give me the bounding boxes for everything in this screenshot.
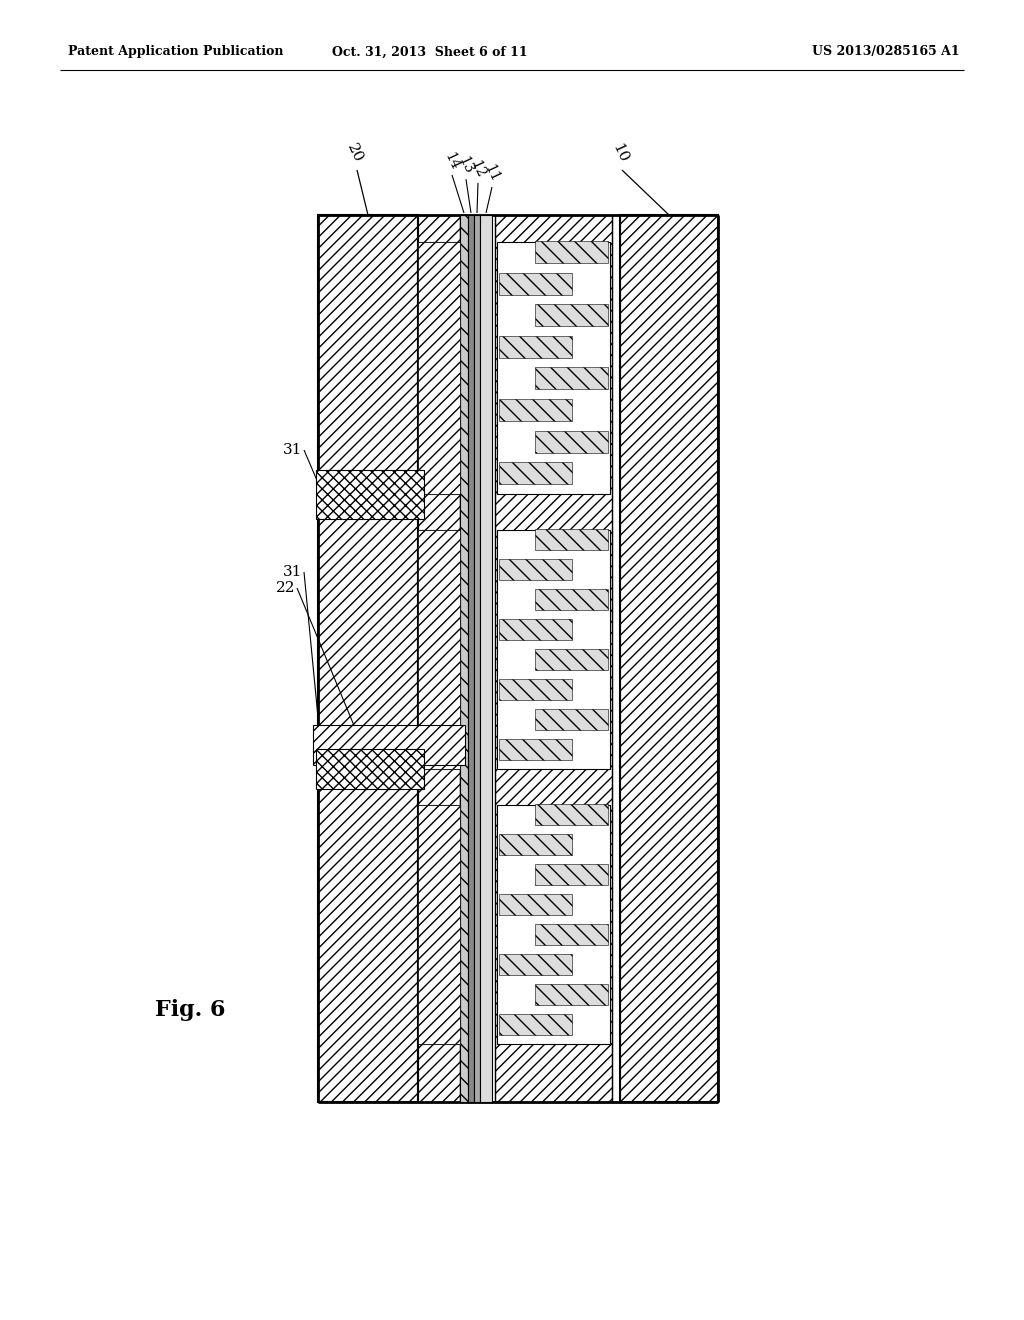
Bar bbox=[535, 709, 608, 730]
Bar bbox=[535, 865, 608, 886]
Bar bbox=[535, 304, 608, 326]
Bar bbox=[535, 430, 608, 453]
Text: 20: 20 bbox=[344, 141, 366, 165]
Bar bbox=[418, 242, 460, 495]
Bar bbox=[418, 242, 460, 495]
Bar bbox=[497, 529, 610, 770]
Bar bbox=[316, 750, 424, 789]
Bar bbox=[313, 725, 465, 766]
Bar bbox=[499, 678, 572, 700]
Bar bbox=[480, 215, 492, 1102]
Bar bbox=[535, 804, 608, 825]
Text: 31: 31 bbox=[283, 444, 302, 457]
Text: 22: 22 bbox=[275, 581, 295, 595]
Bar bbox=[316, 470, 424, 519]
Bar bbox=[418, 529, 460, 770]
Bar bbox=[499, 954, 572, 975]
Bar bbox=[535, 924, 608, 945]
Text: Fig. 6: Fig. 6 bbox=[155, 999, 225, 1020]
Text: Patent Application Publication: Patent Application Publication bbox=[68, 45, 284, 58]
Text: 14: 14 bbox=[442, 150, 462, 172]
Text: Oct. 31, 2013  Sheet 6 of 11: Oct. 31, 2013 Sheet 6 of 11 bbox=[332, 45, 527, 58]
Text: 12: 12 bbox=[468, 158, 488, 180]
Bar bbox=[499, 619, 572, 640]
Bar bbox=[499, 335, 572, 358]
Text: 10: 10 bbox=[609, 141, 631, 165]
Bar bbox=[497, 242, 610, 495]
Bar bbox=[418, 805, 460, 1044]
Bar bbox=[495, 215, 612, 1102]
Bar bbox=[474, 215, 480, 1102]
Bar bbox=[535, 367, 608, 389]
Bar bbox=[499, 1014, 572, 1035]
Bar bbox=[418, 215, 460, 1102]
Bar bbox=[460, 215, 468, 1102]
Bar bbox=[499, 894, 572, 915]
Bar bbox=[620, 215, 718, 1102]
Bar bbox=[318, 215, 418, 1102]
Bar bbox=[499, 834, 572, 855]
Text: US 2013/0285165 A1: US 2013/0285165 A1 bbox=[812, 45, 961, 58]
Bar bbox=[499, 739, 572, 760]
Text: 11: 11 bbox=[482, 162, 502, 183]
Bar bbox=[499, 560, 572, 581]
Text: 31: 31 bbox=[283, 565, 302, 579]
Bar bbox=[499, 462, 572, 484]
Bar bbox=[535, 242, 608, 263]
Bar bbox=[418, 215, 620, 1102]
Bar bbox=[499, 399, 572, 421]
Bar bbox=[418, 805, 460, 1044]
Bar bbox=[418, 529, 460, 770]
Bar bbox=[499, 272, 572, 294]
Bar bbox=[535, 589, 608, 610]
Bar bbox=[535, 983, 608, 1005]
Bar bbox=[535, 529, 608, 550]
Bar bbox=[468, 215, 474, 1102]
Bar bbox=[535, 649, 608, 671]
Text: 13: 13 bbox=[456, 154, 476, 176]
Bar bbox=[497, 805, 610, 1044]
